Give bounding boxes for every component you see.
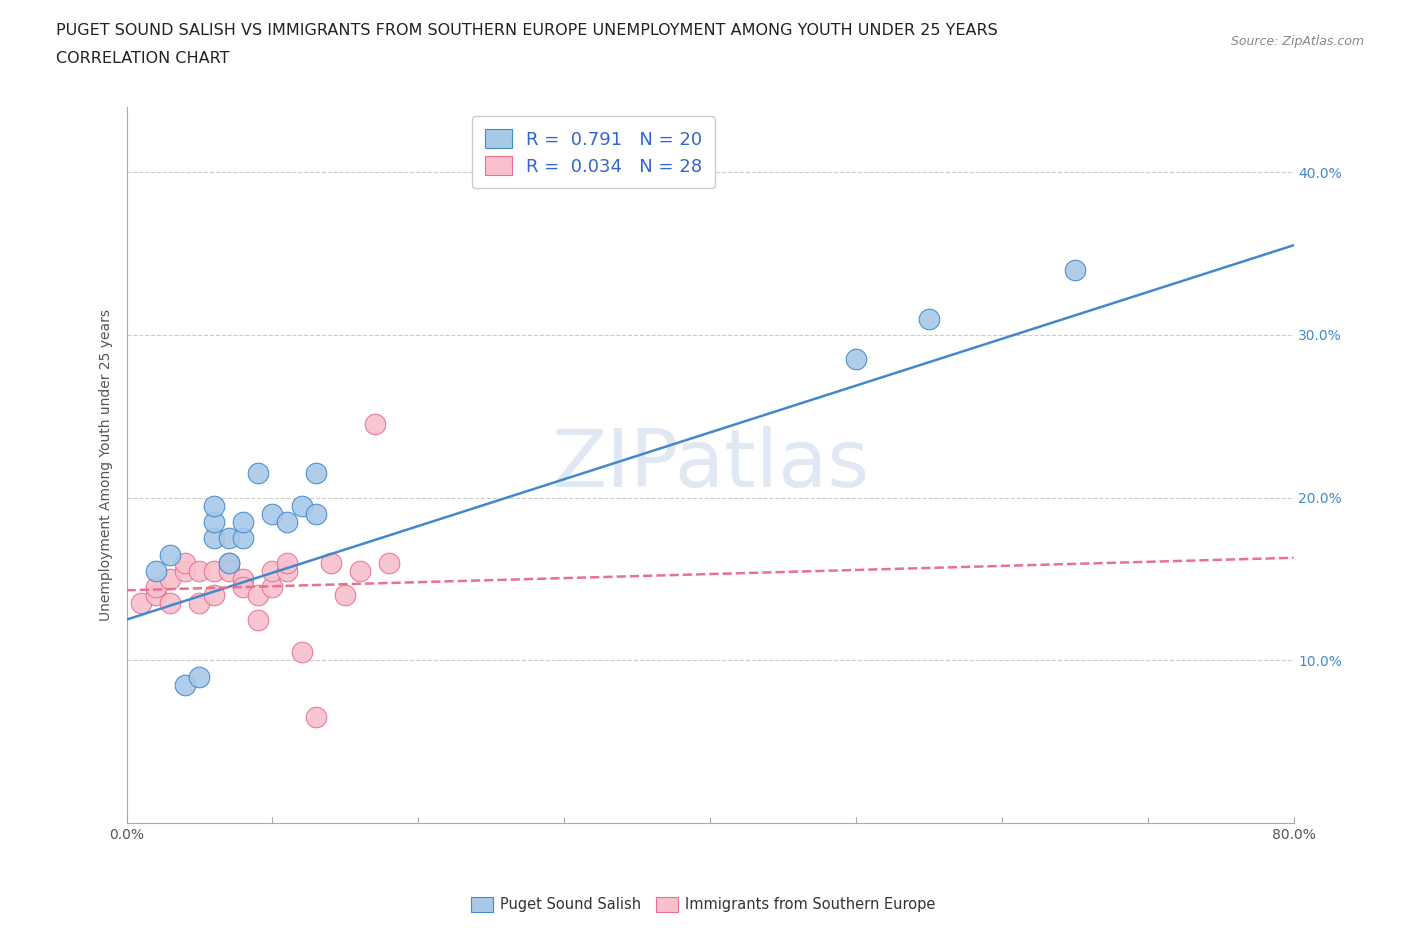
Point xyxy=(246,612,269,627)
Point xyxy=(188,670,211,684)
Point xyxy=(918,312,941,326)
Point xyxy=(262,564,284,578)
Point xyxy=(276,555,298,570)
Text: Source: ZipAtlas.com: Source: ZipAtlas.com xyxy=(1230,35,1364,48)
Point xyxy=(129,596,152,611)
Point xyxy=(290,644,312,659)
Point xyxy=(145,588,167,603)
Point xyxy=(246,588,269,603)
Point xyxy=(145,564,167,578)
Point xyxy=(232,579,254,594)
Point xyxy=(218,555,240,570)
Point xyxy=(202,564,225,578)
Point xyxy=(188,596,211,611)
Point xyxy=(349,564,371,578)
Point xyxy=(202,531,225,546)
Point xyxy=(363,417,385,432)
Point xyxy=(305,466,328,481)
Point xyxy=(1063,262,1085,277)
Text: CORRELATION CHART: CORRELATION CHART xyxy=(56,51,229,66)
Point xyxy=(174,564,197,578)
Point xyxy=(202,514,225,529)
Point xyxy=(218,555,240,570)
Point xyxy=(159,596,181,611)
Point xyxy=(305,710,328,724)
Legend: Puget Sound Salish, Immigrants from Southern Europe: Puget Sound Salish, Immigrants from Sout… xyxy=(465,891,941,918)
Point xyxy=(188,564,211,578)
Point xyxy=(159,571,181,587)
Point xyxy=(246,466,269,481)
Point xyxy=(159,547,181,562)
Legend: R =  0.791   N = 20, R =  0.034   N = 28: R = 0.791 N = 20, R = 0.034 N = 28 xyxy=(472,116,714,188)
Point xyxy=(145,579,167,594)
Text: PUGET SOUND SALISH VS IMMIGRANTS FROM SOUTHERN EUROPE UNEMPLOYMENT AMONG YOUTH U: PUGET SOUND SALISH VS IMMIGRANTS FROM SO… xyxy=(56,23,998,38)
Point xyxy=(218,564,240,578)
Text: ZIPatlas: ZIPatlas xyxy=(551,426,869,504)
Point xyxy=(262,579,284,594)
Point xyxy=(319,555,342,570)
Point xyxy=(290,498,312,513)
Point xyxy=(218,531,240,546)
Point xyxy=(262,507,284,522)
Point xyxy=(232,531,254,546)
Point xyxy=(232,514,254,529)
Point xyxy=(378,555,401,570)
Point xyxy=(335,588,357,603)
Point xyxy=(845,352,868,366)
Point xyxy=(276,564,298,578)
Point xyxy=(202,588,225,603)
Point xyxy=(232,571,254,587)
Point xyxy=(174,555,197,570)
Point xyxy=(202,498,225,513)
Y-axis label: Unemployment Among Youth under 25 years: Unemployment Among Youth under 25 years xyxy=(100,309,114,621)
Point xyxy=(305,507,328,522)
Point xyxy=(174,677,197,692)
Point xyxy=(276,514,298,529)
